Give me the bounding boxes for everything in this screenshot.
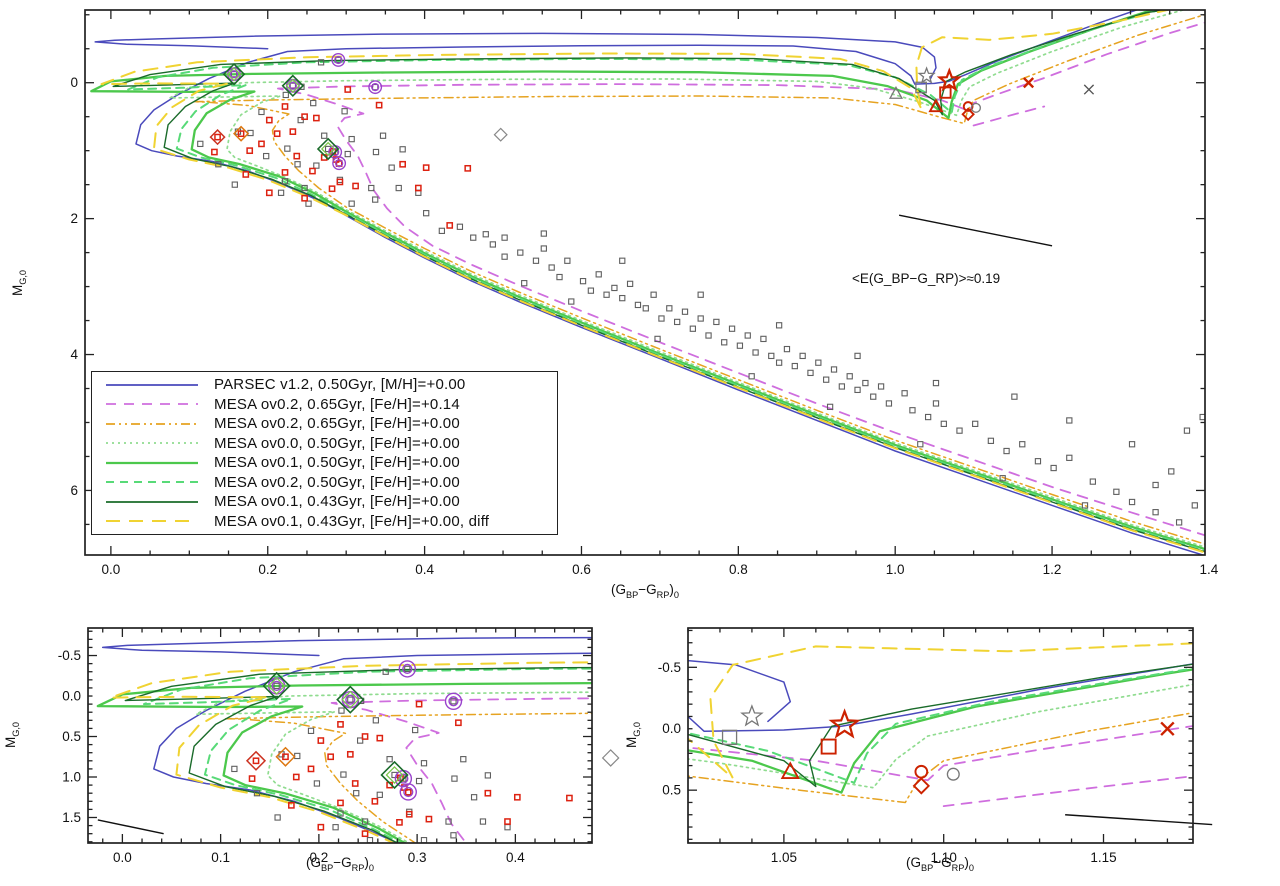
special-star-markers-unclipped — [601, 749, 620, 767]
x-axis-title: (GBP​−GRP​)0​ — [906, 855, 974, 873]
special-star-markers — [209, 53, 1095, 171]
svg-text:1.2: 1.2 — [1043, 562, 1062, 577]
panel-clump-zoom: 1.05 1.10 1.15 -0.5 0.0 0.5 (GBP​−GRP​)0​ MG,0​ — [624, 627, 1213, 873]
svg-text:0.3: 0.3 — [408, 850, 427, 865]
legend-line-sample — [106, 422, 198, 425]
legend-line-sample — [106, 383, 198, 386]
plot-area-turnoff-zoom — [96, 636, 592, 843]
svg-text:0.0: 0.0 — [662, 721, 681, 736]
svg-text:1.15: 1.15 — [1090, 850, 1116, 865]
legend-row: MESA ov0.0, 0.50Gyr, [Fe/H]=+0.00 — [104, 434, 557, 452]
svg-text:1.4: 1.4 — [1200, 562, 1219, 577]
x-axis-title: (GBP​−GRP​)0​ — [306, 855, 374, 873]
axis-ticks — [687, 628, 1193, 843]
isochrone-curves — [96, 636, 592, 843]
legend-row: MESA ov0.2, 0.65Gyr, [Fe/H]=+0.00 — [104, 415, 557, 433]
isochrone-curves — [90, 10, 1205, 555]
reddening-annotation: <E(G_BP−G_RP)>≈0.19 — [852, 271, 1000, 286]
svg-text:0.1: 0.1 — [211, 850, 230, 865]
legend-row: MESA ov0.2, 0.50Gyr, [Fe/H]=+0.00 — [104, 473, 557, 491]
special-star-markers-unclipped — [493, 127, 508, 142]
svg-text:0.4: 0.4 — [415, 562, 434, 577]
tick-labels: 0.0 0.1 0.2 0.3 0.4 -0.5 0.0 0.5 1.0 1.5 — [58, 648, 526, 865]
axes-frame — [84, 9, 1206, 556]
legend-label: PARSEC v1.2, 0.50Gyr, [M/H]=+0.00 — [214, 376, 466, 394]
legend-line-sample — [106, 520, 198, 523]
svg-text:0.0: 0.0 — [113, 850, 132, 865]
axis-ticks — [85, 10, 1205, 555]
legend-row: PARSEC v1.2, 0.50Gyr, [M/H]=+0.00 — [104, 376, 557, 394]
svg-text:0.4: 0.4 — [506, 850, 525, 865]
svg-text:0.5: 0.5 — [662, 783, 681, 798]
svg-text:0.0: 0.0 — [62, 689, 81, 704]
tick-labels: 1.05 1.10 1.15 -0.5 0.0 0.5 — [658, 660, 1117, 865]
legend-label: MESA ov0.1, 0.50Gyr, [Fe/H]=+0.00 — [214, 454, 460, 472]
plot-area-main — [90, 10, 1205, 555]
y-axis-title: MG,0​ — [10, 270, 28, 296]
scatter-points — [197, 56, 1205, 526]
legend-line-sample — [106, 461, 198, 464]
isochrone-curves — [688, 642, 1193, 807]
svg-text:4: 4 — [70, 347, 78, 362]
legend-line-sample — [106, 500, 198, 503]
legend-label: MESA ov0.2, 0.50Gyr, [Fe/H]=+0.00 — [214, 473, 460, 491]
svg-text:0.0: 0.0 — [101, 562, 120, 577]
svg-text:0.8: 0.8 — [729, 562, 748, 577]
svg-text:1.05: 1.05 — [771, 850, 797, 865]
legend-row: MESA ov0.2, 0.65Gyr, [Fe/H]=+0.14 — [104, 395, 557, 413]
svg-text:0.6: 0.6 — [572, 562, 591, 577]
y-axis-title: MG,0​ — [624, 722, 642, 748]
legend-line-sample — [106, 403, 198, 405]
axes-frame — [87, 627, 593, 844]
legend-row: MESA ov0.1, 0.43Gyr, [Fe/H]=+0.00, diff — [104, 512, 557, 530]
special-star-markers — [721, 704, 1175, 795]
svg-text:2: 2 — [70, 211, 78, 226]
svg-text:1.5: 1.5 — [62, 810, 81, 825]
panel-turnoff-zoom: 0.0 0.1 0.2 0.3 0.4 -0.5 0.0 0.5 1.0 1.5 (GBP​−GRP… — [3, 627, 620, 873]
legend-label: MESA ov0.0, 0.50Gyr, [Fe/H]=+0.00 — [214, 434, 460, 452]
x-axis-title: (GBP​−GRP​)0​ — [611, 582, 679, 600]
legend-label: MESA ov0.1, 0.43Gyr, [Fe/H]=+0.00, diff — [214, 512, 490, 530]
axis-ticks — [88, 628, 592, 843]
legend-label: MESA ov0.2, 0.65Gyr, [Fe/H]=+0.00 — [214, 415, 460, 433]
panel-main: <E(G_BP−G_RP)>≈0.19 0.0 0.2 0.4 0.6 0.8 1.0 1.2… — [10, 9, 1219, 600]
svg-text:1.10: 1.10 — [931, 850, 957, 865]
svg-text:1.0: 1.0 — [62, 770, 81, 785]
reddening-vector — [1065, 814, 1213, 826]
reddening-vector — [97, 819, 164, 835]
axes-frame — [687, 627, 1194, 844]
plot-area-clump-zoom — [688, 642, 1193, 807]
svg-text:0.5: 0.5 — [62, 729, 81, 744]
isochrone-legend: PARSEC v1.2, 0.50Gyr, [M/H]=+0.00 MESA ov… — [91, 371, 558, 535]
y-axis-title: MG,0​ — [3, 722, 21, 748]
legend-line-sample — [106, 442, 198, 445]
scatter-points — [231, 665, 573, 843]
svg-text:-0.5: -0.5 — [58, 648, 81, 663]
legend-row: MESA ov0.1, 0.50Gyr, [Fe/H]=+0.00 — [104, 454, 557, 472]
special-star-markers — [245, 660, 463, 801]
svg-text:6: 6 — [70, 483, 78, 498]
svg-text:0.2: 0.2 — [258, 562, 277, 577]
reddening-vector — [898, 214, 1053, 247]
tick-labels: 0.0 0.2 0.4 0.6 0.8 1.0 1.2 1.4 0 2 4 6 — [70, 75, 1218, 577]
svg-text:1.0: 1.0 — [886, 562, 905, 577]
legend-label: MESA ov0.2, 0.65Gyr, [Fe/H]=+0.14 — [214, 395, 460, 413]
svg-text:0.2: 0.2 — [309, 850, 328, 865]
legend-row: MESA ov0.1, 0.43Gyr, [Fe/H]=+0.00 — [104, 493, 557, 511]
legend-line-sample — [106, 481, 198, 484]
svg-text:0: 0 — [70, 75, 78, 90]
legend-label: MESA ov0.1, 0.43Gyr, [Fe/H]=+0.00 — [214, 493, 460, 511]
svg-text:-0.5: -0.5 — [658, 660, 681, 675]
